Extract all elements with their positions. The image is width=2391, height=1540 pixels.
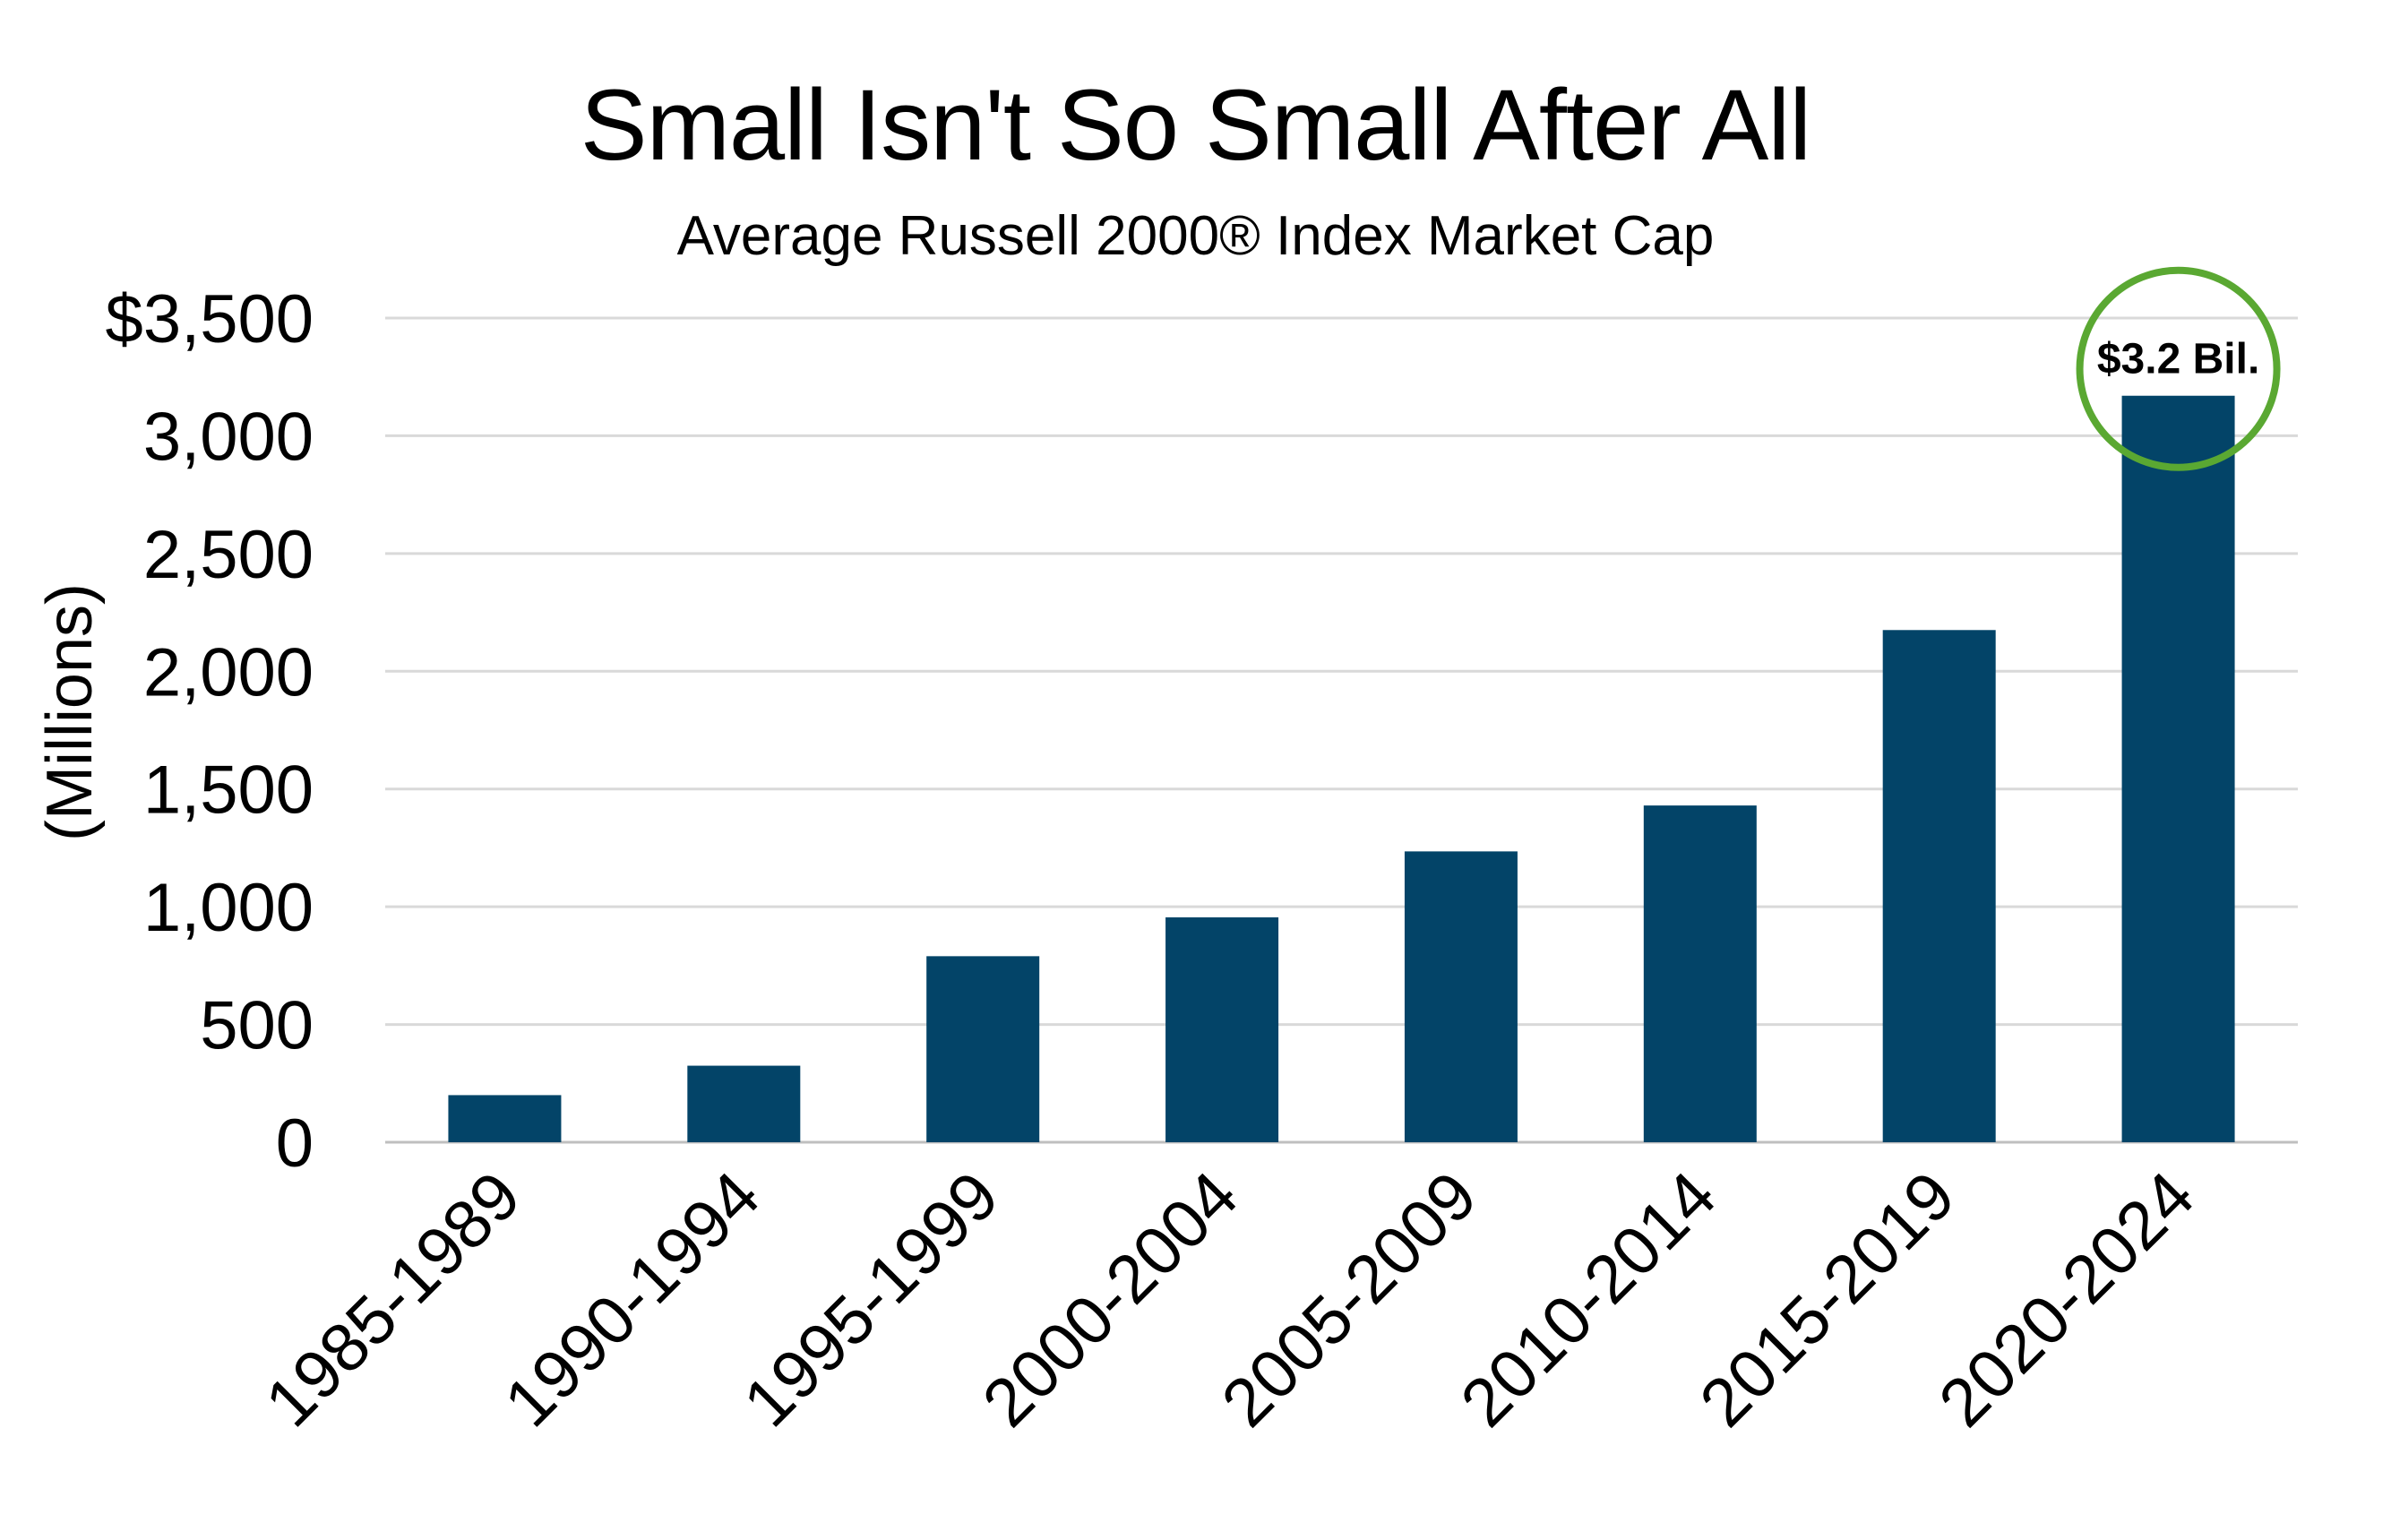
bar [687, 1065, 801, 1142]
y-tick-label: 500 [200, 988, 314, 1064]
y-tick-label: $3,500 [106, 281, 314, 357]
bar [1404, 851, 1518, 1142]
y-tick-label: 2,500 [143, 517, 314, 593]
x-tick-label: 1995-1999 [729, 1157, 1013, 1441]
x-tick-label: 2000-2004 [968, 1157, 1252, 1441]
y-tick-label: 3,000 [143, 399, 314, 475]
x-tick-label: 2005-2009 [1208, 1157, 1492, 1441]
x-tick-label: 2020-2024 [1924, 1157, 2208, 1441]
bar [926, 956, 1040, 1142]
y-tick-label: 1,500 [143, 753, 314, 829]
y-tick-label: 2,000 [143, 634, 314, 710]
bar [2121, 395, 2235, 1142]
bar [1643, 805, 1757, 1142]
chart-title: Small Isn't So Small After All [580, 69, 1811, 181]
x-tick-label: 1990-1994 [490, 1157, 774, 1441]
bar [1882, 630, 1996, 1142]
x-tick-label: 1985-1989 [251, 1157, 535, 1441]
callout-circle [2076, 266, 2281, 471]
callout-label: $3.2 Bil. [2097, 336, 2259, 383]
bar [1165, 916, 1279, 1142]
y-tick-label: 0 [276, 1106, 314, 1182]
y-tick-label: 1,000 [143, 870, 314, 946]
chart-subtitle: Average Russell 2000® Index Market Cap [676, 205, 1715, 267]
bar [448, 1095, 562, 1142]
y-axis-label: (Millions) [34, 583, 106, 841]
x-tick-label: 2010-2014 [1447, 1157, 1731, 1441]
x-tick-label: 2015-2019 [1686, 1157, 1970, 1441]
